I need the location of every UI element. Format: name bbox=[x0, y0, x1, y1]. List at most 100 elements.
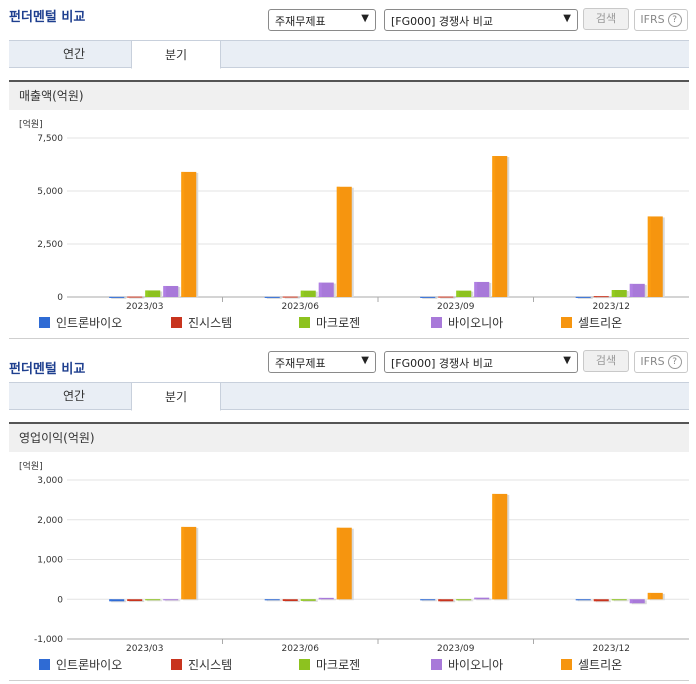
operating-profit-chart: [억원] -1,000 0 1,000 2,000 3,000 2023/03 2023/06… bbox=[19, 460, 689, 652]
bar bbox=[127, 296, 143, 298]
chevron-down-icon: ▼ bbox=[563, 13, 571, 24]
bar-highlight bbox=[438, 296, 442, 298]
x-tick-label: 2023/12 bbox=[593, 644, 630, 652]
legend-item[interactable]: 인트론바이오 bbox=[39, 656, 122, 673]
bar bbox=[575, 599, 591, 601]
y-tick-label: 0 bbox=[57, 595, 63, 605]
help-icon[interactable]: ? bbox=[667, 355, 682, 369]
section-title: 펀더멘털 비교 bbox=[9, 362, 86, 377]
bar-shadow bbox=[577, 600, 593, 602]
bar bbox=[438, 296, 454, 298]
legend-swatch bbox=[561, 317, 572, 328]
bar-highlight bbox=[456, 290, 460, 297]
bar bbox=[145, 290, 161, 297]
period-tabs: 연간 분기 bbox=[9, 40, 689, 69]
bar-shadow bbox=[440, 600, 456, 603]
bar bbox=[163, 599, 179, 601]
bar bbox=[474, 281, 490, 297]
search-button[interactable]: 검색 bbox=[583, 350, 629, 372]
bar-highlight bbox=[575, 599, 579, 601]
bar bbox=[420, 599, 436, 601]
chevron-down-icon: ▼ bbox=[361, 355, 369, 366]
bar-highlight bbox=[492, 156, 496, 297]
bar-shadow bbox=[266, 297, 282, 299]
tab-annual[interactable]: 연간 bbox=[62, 389, 86, 403]
legend-item[interactable]: 마크로젠 bbox=[299, 314, 360, 331]
bar-shadow bbox=[458, 600, 474, 602]
legend-swatch bbox=[171, 317, 182, 328]
y-tick-label: 1,000 bbox=[37, 556, 63, 566]
bar-shadow bbox=[147, 600, 163, 602]
bar-shadow bbox=[165, 600, 181, 602]
statement-type-value: 주재무제표 bbox=[275, 15, 326, 28]
bar-shadow bbox=[440, 297, 456, 299]
legend-swatch bbox=[39, 317, 50, 328]
ifrs-button[interactable]: IFRS? bbox=[634, 351, 688, 373]
legend-item[interactable]: 셀트리온 bbox=[561, 656, 622, 673]
bar-highlight bbox=[181, 171, 185, 297]
bar-highlight bbox=[127, 599, 131, 602]
x-tick-label: 2023/09 bbox=[437, 644, 475, 652]
bar-highlight bbox=[420, 296, 424, 298]
x-tick-label: 2023/03 bbox=[126, 644, 163, 652]
chevron-down-icon: ▼ bbox=[563, 355, 571, 366]
bar bbox=[474, 597, 490, 600]
bar bbox=[647, 592, 663, 600]
legend-swatch bbox=[299, 659, 310, 670]
legend-label: 인트론바이오 bbox=[56, 316, 123, 330]
bar-highlight bbox=[456, 599, 460, 601]
competitor-group-select[interactable]: [FG000] 경쟁사 비교 ▼ bbox=[384, 351, 578, 373]
bar-highlight bbox=[127, 296, 131, 298]
bar-highlight bbox=[611, 599, 615, 601]
search-button[interactable]: 검색 bbox=[583, 8, 629, 30]
ifrs-button[interactable]: IFRS? bbox=[634, 9, 688, 31]
bar-highlight bbox=[264, 599, 268, 601]
legend-item[interactable]: 마크로젠 bbox=[299, 656, 360, 673]
tab-annual[interactable]: 연간 bbox=[62, 47, 86, 61]
tab-quarterly[interactable]: 분기 bbox=[131, 382, 221, 411]
legend-item[interactable]: 인트론바이오 bbox=[39, 314, 122, 331]
bar-shadow bbox=[129, 600, 145, 603]
bar-highlight bbox=[282, 296, 286, 298]
bar-shadow bbox=[284, 297, 300, 299]
bar-highlight bbox=[336, 186, 340, 297]
legend-item[interactable]: 진시스템 bbox=[171, 656, 232, 673]
bar bbox=[145, 599, 161, 601]
legend-swatch bbox=[431, 317, 442, 328]
help-icon[interactable]: ? bbox=[667, 13, 682, 27]
bar-highlight bbox=[629, 599, 633, 604]
statement-type-select[interactable]: 주재무제표 ▼ bbox=[268, 9, 376, 31]
y-tick-label: 5,000 bbox=[37, 187, 63, 197]
bar-highlight bbox=[492, 493, 496, 600]
tab-quarterly[interactable]: 분기 bbox=[131, 40, 221, 69]
legend-item[interactable]: 바이오니아 bbox=[431, 656, 503, 673]
bar-highlight bbox=[575, 296, 579, 298]
bar bbox=[611, 599, 627, 601]
legend-label: 셀트리온 bbox=[578, 316, 623, 330]
bar bbox=[318, 282, 334, 297]
statement-type-select[interactable]: 주재무제표 ▼ bbox=[268, 351, 376, 373]
legend-item[interactable]: 바이오니아 bbox=[431, 314, 503, 331]
bar bbox=[181, 526, 197, 600]
x-tick-label: 2023/03 bbox=[126, 302, 163, 310]
competitor-group-value: [FG000] 경쟁사 비교 bbox=[391, 15, 494, 28]
bar-highlight bbox=[163, 599, 167, 601]
y-tick-label: 0 bbox=[57, 293, 63, 303]
bar-highlight bbox=[264, 296, 268, 298]
legend-swatch bbox=[431, 659, 442, 670]
legend-swatch bbox=[299, 317, 310, 328]
bar bbox=[492, 156, 508, 297]
legend-item[interactable]: 셀트리온 bbox=[561, 314, 622, 331]
y-unit-label: [억원] bbox=[19, 118, 43, 130]
x-tick-label: 2023/12 bbox=[593, 302, 630, 310]
legend-label: 마크로젠 bbox=[316, 658, 361, 672]
legend-label: 마크로젠 bbox=[316, 316, 361, 330]
bar bbox=[336, 527, 352, 600]
bar bbox=[456, 599, 472, 601]
legend-label: 바이오니아 bbox=[448, 316, 504, 330]
bar bbox=[264, 296, 280, 298]
competitor-group-select[interactable]: [FG000] 경쟁사 비교 ▼ bbox=[384, 9, 578, 31]
bar-highlight bbox=[300, 290, 304, 297]
bar bbox=[109, 296, 125, 298]
legend-item[interactable]: 진시스템 bbox=[171, 314, 232, 331]
